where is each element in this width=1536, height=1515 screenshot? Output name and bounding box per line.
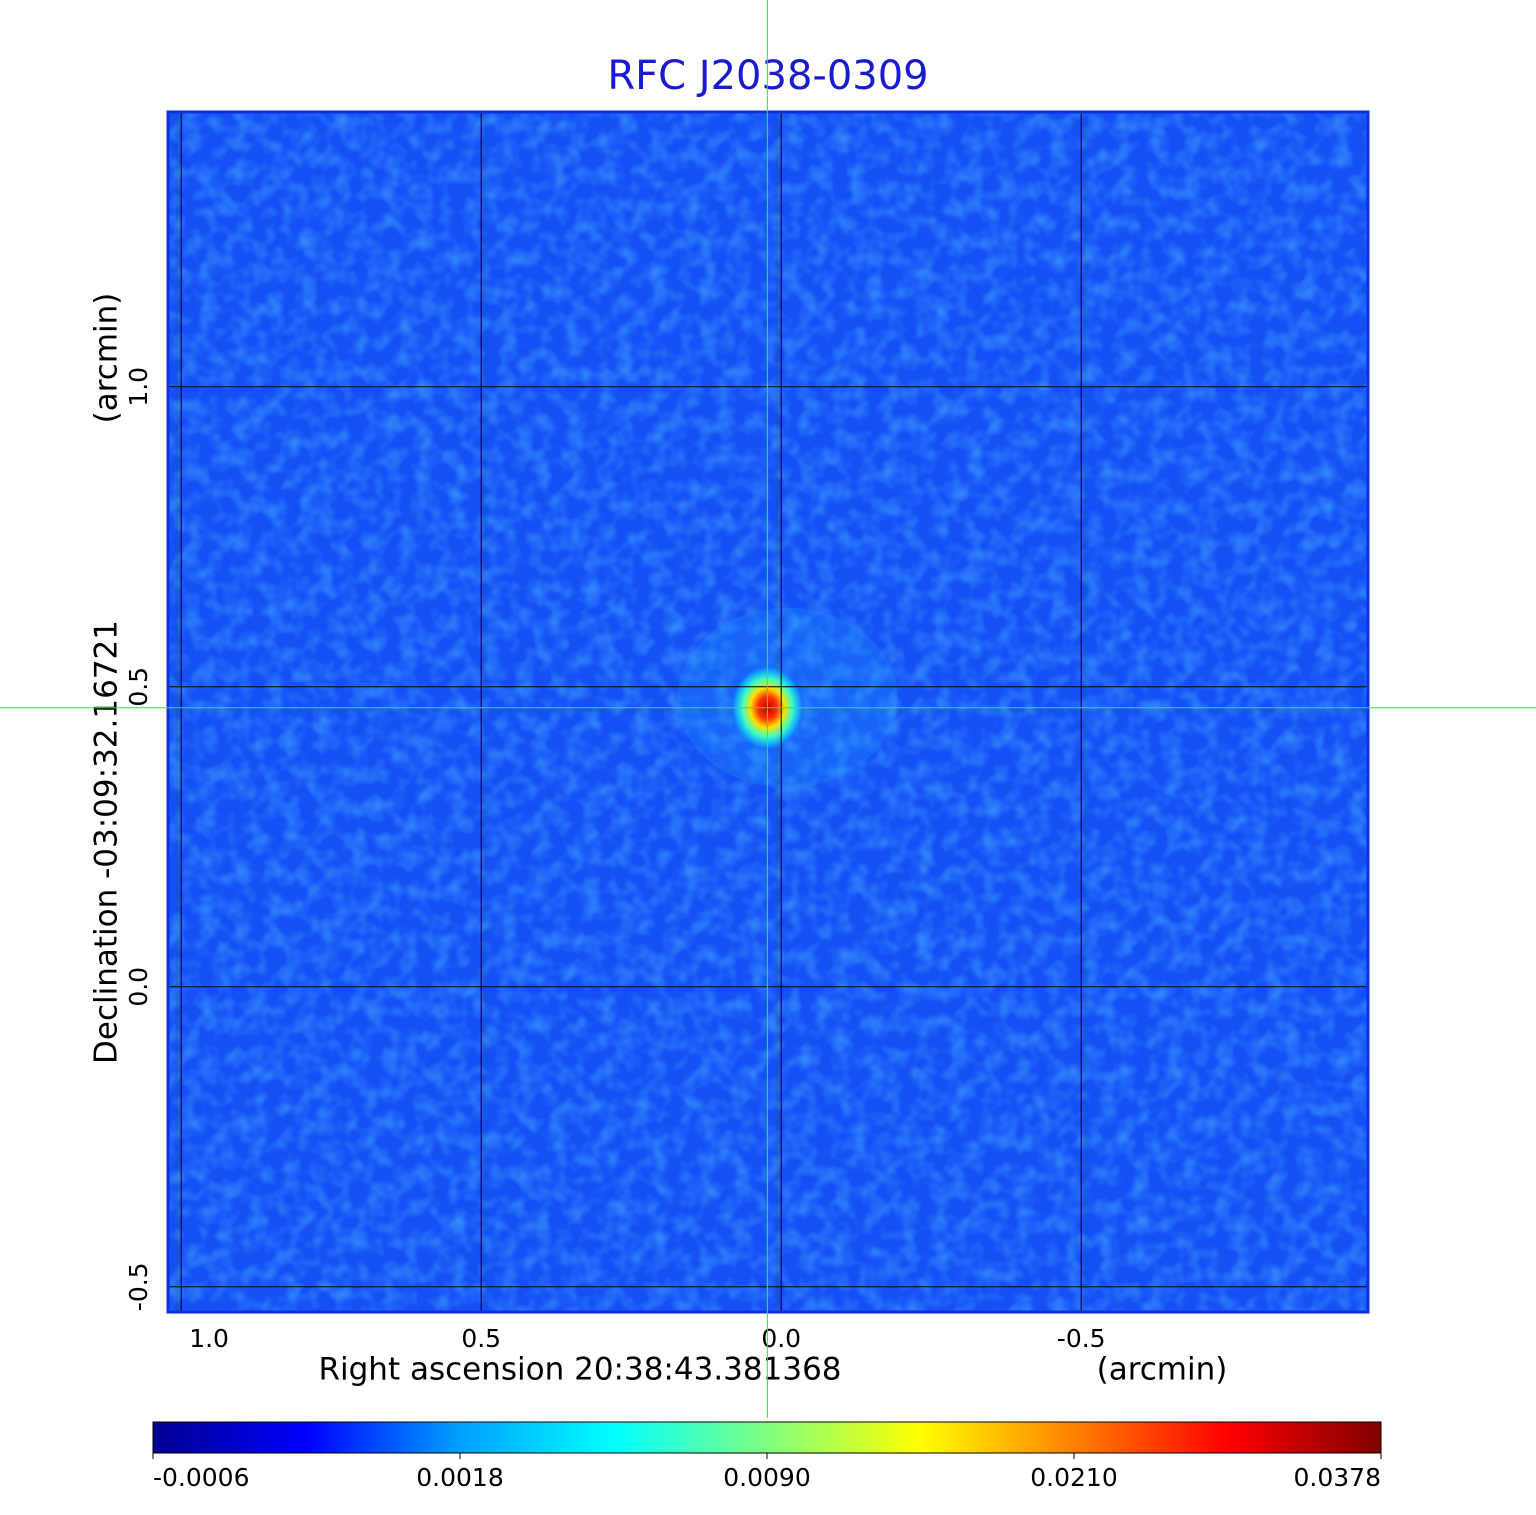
colorbar-tick-label: 0.0018	[416, 1463, 503, 1492]
colorbar-tick-label: 0.0210	[1030, 1463, 1117, 1492]
y-tick-label: 0.0	[124, 967, 153, 1007]
x-axis-label: Right ascension 20:38:43.381368	[318, 1352, 841, 1388]
y-tick-label: 1.0	[124, 367, 153, 407]
colorbar	[152, 1421, 1382, 1454]
y-axis-label: Declination -03:09:32.16721	[89, 620, 125, 1064]
x-tick-label: 0.5	[461, 1324, 501, 1353]
x-tick-label: -0.5	[1057, 1324, 1106, 1353]
y-tick-label: 0.5	[124, 667, 153, 707]
plot-border	[166, 110, 1370, 1314]
colorbar-tick-label: -0.0006	[153, 1463, 250, 1492]
x-axis-unit: (arcmin)	[1097, 1352, 1228, 1388]
y-axis-unit: (arcmin)	[89, 293, 125, 424]
x-tick-label: 1.0	[189, 1324, 229, 1353]
chart-title: RFC J2038-0309	[607, 53, 928, 99]
y-tick-label: -0.5	[124, 1262, 153, 1311]
colorbar-tick-label: 0.0090	[723, 1463, 810, 1492]
x-tick-label: 0.0	[761, 1324, 801, 1353]
colorbar-tick-label: 0.0378	[1294, 1463, 1381, 1492]
